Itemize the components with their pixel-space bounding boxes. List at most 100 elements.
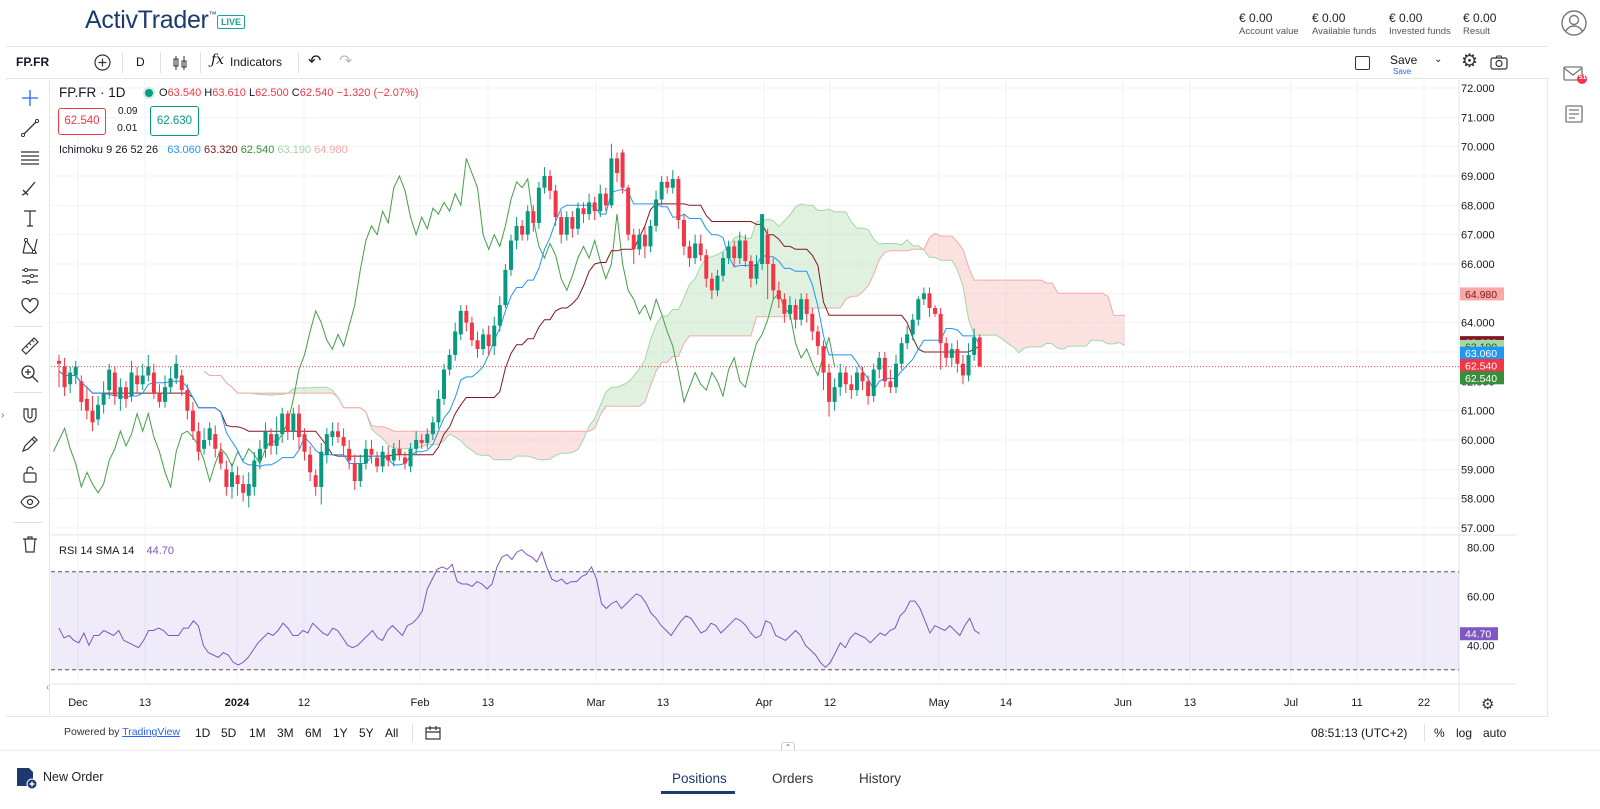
- cloud-segment-bearish: [1013, 280, 1019, 353]
- candle-down: [531, 211, 536, 223]
- fib-lines-icon[interactable]: [20, 148, 40, 168]
- cloud-segment-bearish: [404, 431, 411, 449]
- drawing-toolbar: [6, 80, 50, 747]
- auto-toggle[interactable]: auto: [1483, 726, 1507, 740]
- candle-down: [302, 434, 307, 452]
- span-a-value: 63.190: [277, 144, 312, 156]
- clock[interactable]: 08:51:13 (UTC+2): [1311, 726, 1408, 740]
- period-6m[interactable]: 6M: [305, 726, 322, 740]
- cloud-segment-bearish: [1046, 283, 1053, 344]
- cloud-segment-bearish: [996, 280, 1003, 339]
- redo-icon[interactable]: ↷: [339, 53, 353, 70]
- cloud-segment-bullish: [656, 316, 662, 372]
- period-3m[interactable]: 3M: [277, 726, 294, 740]
- kijun-value: 63.320: [203, 144, 238, 156]
- lock-drawing-pen-icon[interactable]: [20, 434, 40, 454]
- favorites-heart-icon[interactable]: [20, 296, 40, 316]
- period-5d[interactable]: 5D: [221, 726, 237, 740]
- axis-settings-gear-icon: ⚙: [1481, 696, 1494, 713]
- period-1d[interactable]: 1D: [195, 726, 211, 740]
- ruler-icon[interactable]: [20, 336, 40, 356]
- period-all[interactable]: All: [385, 726, 399, 740]
- interval-selector[interactable]: D: [136, 55, 145, 69]
- sell-button[interactable]: 62.540: [58, 108, 106, 135]
- candle-down: [179, 375, 184, 391]
- news-icon[interactable]: [1564, 104, 1584, 124]
- prediction-icon[interactable]: [20, 266, 40, 286]
- undo-icon[interactable]: ↶: [308, 53, 322, 70]
- cloud-segment-bullish: [639, 360, 645, 407]
- log-toggle[interactable]: log: [1456, 726, 1473, 740]
- buy-button[interactable]: 62.630: [150, 106, 199, 136]
- cloud-segment-bearish: [1007, 280, 1014, 347]
- trash-icon[interactable]: [20, 534, 40, 554]
- price-tick-label: 66.000: [1461, 259, 1495, 271]
- screenshot-camera-icon[interactable]: [1490, 55, 1508, 71]
- candle-down: [224, 469, 229, 487]
- candles-icon[interactable]: [172, 55, 188, 71]
- indicators-button[interactable]: Indicators: [230, 55, 283, 69]
- candle-up: [425, 434, 430, 443]
- magnet-icon[interactable]: [20, 405, 40, 425]
- tab-history[interactable]: History: [859, 771, 902, 786]
- text-icon[interactable]: [20, 208, 40, 228]
- add-symbol-icon[interactable]: [94, 54, 111, 71]
- cloud-segment-bullish: [750, 221, 757, 336]
- candle-down: [218, 451, 223, 464]
- tab-positions[interactable]: Positions: [672, 771, 727, 786]
- candle-up: [877, 357, 882, 370]
- brush-icon[interactable]: [20, 178, 40, 198]
- candle-up: [118, 387, 123, 399]
- cloud-segment-bearish: [1041, 280, 1047, 347]
- cloud-segment-bullish: [633, 368, 640, 407]
- candle-up: [921, 293, 926, 300]
- time-tick-label: 13: [139, 697, 151, 709]
- top-bar: ActivTrader™ LIVE € 0.00 Account value € …: [0, 0, 1600, 46]
- save-button[interactable]: Save: [1390, 53, 1418, 67]
- user-avatar-icon[interactable]: [1561, 10, 1587, 36]
- fullscreen-icon[interactable]: [1355, 56, 1370, 70]
- span-b-line: [203, 232, 1125, 432]
- powered-by-text: Powered by: [64, 726, 120, 738]
- crosshair-icon[interactable]: [20, 88, 40, 108]
- symbol-selector[interactable]: FP.FR: [16, 55, 50, 69]
- save-menu-chevron-icon[interactable]: ⌄: [1434, 54, 1443, 65]
- candle-down: [347, 448, 352, 461]
- collapse-toolbar-chevron-icon[interactable]: ›: [1, 410, 5, 421]
- chikou-value: 62.540: [240, 144, 275, 156]
- scroll-left-chevron-icon[interactable]: ‹: [46, 682, 50, 693]
- trend-line-icon[interactable]: [20, 118, 40, 138]
- rsi-tag-label: 44.70: [1465, 629, 1491, 641]
- candle-down: [849, 384, 854, 391]
- app-logo[interactable]: ActivTrader™: [85, 6, 217, 35]
- period-1y[interactable]: 1Y: [333, 726, 348, 740]
- zoom-in-icon[interactable]: [20, 364, 40, 384]
- candle-up: [408, 448, 413, 467]
- eye-visibility-icon[interactable]: [20, 492, 40, 512]
- candlesticks: [57, 143, 982, 508]
- rsi-tag: [1460, 627, 1498, 641]
- period-5y[interactable]: 5Y: [359, 726, 374, 740]
- pattern-icon[interactable]: [20, 236, 40, 256]
- tab-orders[interactable]: Orders: [772, 771, 814, 786]
- time-tick-label: 13: [482, 697, 494, 709]
- candle-down: [888, 381, 893, 388]
- settings-gear-icon[interactable]: ⚙: [1461, 51, 1479, 72]
- cloud-segment-bullish: [304, 387, 311, 394]
- tradingview-link[interactable]: TradingView: [122, 726, 180, 738]
- price-chart[interactable]: 72.000 71.000 70.000 69.000 68.000 67.000 66.0…: [51, 80, 1516, 714]
- new-order-button[interactable]: New Order: [43, 770, 104, 784]
- cloud-segment-bearish: [1113, 315, 1120, 344]
- indicators-icon[interactable]: ƒx: [211, 52, 225, 68]
- percent-toggle[interactable]: %: [1434, 726, 1445, 740]
- lock-icon[interactable]: [20, 464, 40, 484]
- price-tag-label: 63.060: [1465, 348, 1497, 360]
- cloud-segment-bearish: [1063, 293, 1069, 350]
- period-1m[interactable]: 1M: [249, 726, 266, 740]
- quantity-value[interactable]: 0.01: [117, 122, 138, 134]
- new-order-icon[interactable]: [15, 766, 39, 790]
- notifications-mail-icon[interactable]: [1563, 64, 1587, 86]
- candle-up: [659, 181, 664, 200]
- candle-up: [760, 214, 765, 264]
- date-range-icon[interactable]: [425, 725, 441, 741]
